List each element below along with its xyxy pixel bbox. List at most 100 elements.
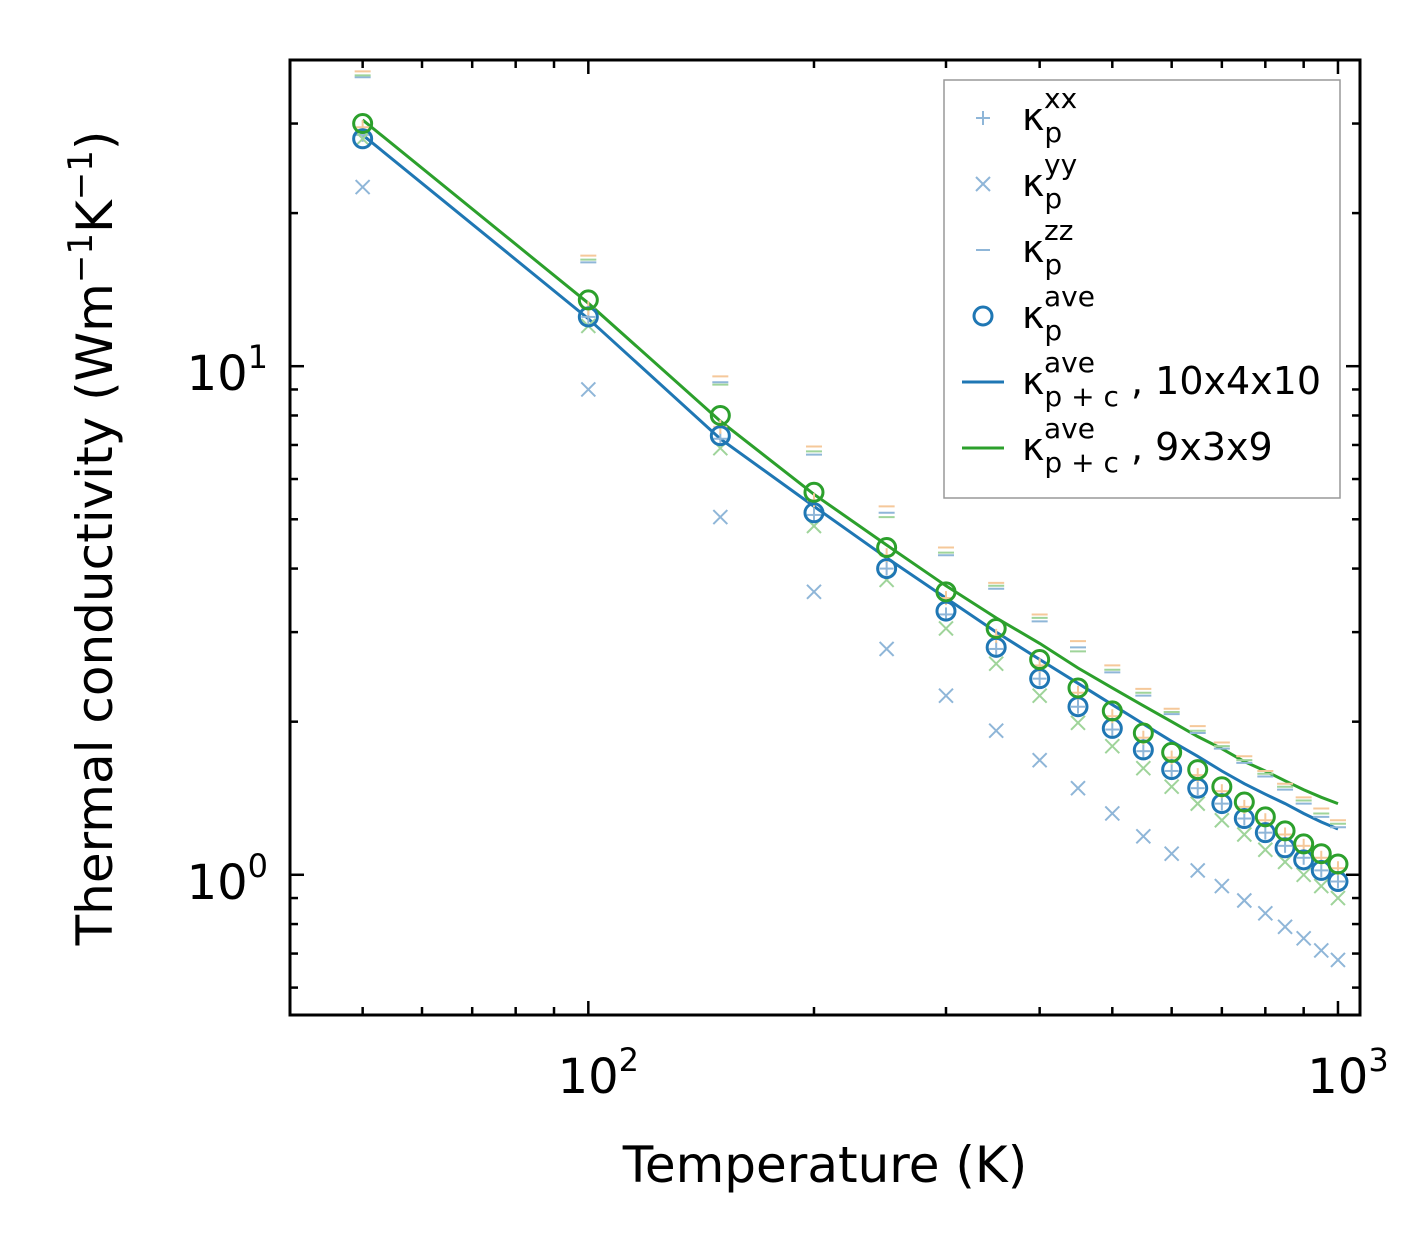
data-point: [1070, 715, 1086, 731]
y-axis-label-sup1: −1: [61, 233, 101, 283]
data-point: [580, 381, 597, 398]
y-axis-label-prefix: Thermal conductivity (Wm: [66, 283, 124, 946]
data-point: [1214, 796, 1229, 811]
series-kp_zz_9x3x9: [354, 70, 1346, 822]
data-point: [1164, 763, 1179, 778]
data-point: [876, 558, 898, 580]
legend-label: κp + cave, 10x4x10: [1022, 346, 1321, 413]
series-kp_yy_10x4x10: [354, 179, 1346, 968]
data-point: [1135, 760, 1152, 776]
data-point: [1330, 890, 1346, 906]
x-axis-label: Temperature (K): [622, 1136, 1027, 1194]
data-point: [1031, 752, 1048, 768]
data-point: [1274, 820, 1296, 842]
data-point: [1104, 805, 1121, 822]
data-point: [1104, 738, 1121, 754]
data-point: [1211, 776, 1233, 798]
legend-label: κpxx: [1022, 82, 1077, 149]
data-point: [1314, 863, 1329, 878]
data-point: [1101, 700, 1123, 722]
series-line: [361, 133, 1339, 831]
data-point: [1071, 699, 1086, 714]
series-kp_zz_10x4x10: [354, 76, 1346, 829]
data-point: [577, 289, 599, 311]
data-point: [806, 584, 822, 600]
data-point: [985, 617, 1007, 639]
data-point: [1254, 806, 1276, 828]
data-point: [1132, 722, 1154, 744]
data-point: [354, 131, 371, 147]
data-point: [1136, 744, 1151, 759]
data-point: [989, 641, 1004, 656]
data-point: [1236, 892, 1253, 909]
data-point: [1257, 842, 1274, 858]
data-point: [1277, 854, 1293, 870]
data-point: [1029, 649, 1051, 671]
data-point: [1277, 919, 1293, 935]
y-tick-label: 101: [187, 338, 268, 402]
data-point: [712, 509, 729, 525]
data-point: [1187, 759, 1209, 781]
legend-entry: κp + cave, 10x4x10: [962, 346, 1321, 413]
data-point: [1258, 825, 1273, 840]
data-point: [1163, 846, 1180, 862]
legend-label: κpave: [1022, 280, 1095, 347]
data-point: [879, 561, 894, 576]
data-point: [1257, 905, 1274, 921]
y-axis-label: Thermal conductivity (Wm−1K−1): [61, 131, 124, 947]
legend-label: κpyy: [1022, 148, 1077, 215]
y-axis-label-sup2: −1: [61, 150, 101, 200]
y-axis-label-suffix: ): [66, 131, 124, 151]
data-point: [1233, 791, 1255, 813]
data-point: [352, 113, 374, 135]
data-point: [1214, 812, 1230, 828]
y-tick-label: 100: [187, 847, 268, 911]
legend-entry: κpzz: [976, 214, 1073, 281]
data-point: [354, 179, 371, 195]
legend-box: [943, 79, 1341, 499]
data-point: [935, 581, 957, 603]
x-tick-label: 102: [558, 1041, 639, 1105]
legend-marker-swatch: [976, 111, 990, 125]
data-point: [352, 128, 374, 150]
tick-labels: 102 103 100 101: [187, 338, 1389, 1105]
legend-label: κp + cave, 9x3x9: [1022, 412, 1273, 479]
data-point: [1254, 822, 1276, 844]
x-tick-label: 103: [1307, 1041, 1388, 1105]
data-point: [988, 656, 1004, 672]
data-point: [1237, 811, 1252, 826]
data-point: [1295, 867, 1312, 883]
data-point: [1031, 687, 1048, 704]
data-point: [1161, 741, 1183, 763]
data-point: [1135, 828, 1152, 845]
series-kp_zz_9x3x9_green: [354, 74, 1346, 825]
y-axis-label-mid: K: [66, 199, 124, 233]
data-point: [1190, 795, 1206, 812]
data-point: [1293, 849, 1315, 871]
data-point: [878, 641, 895, 657]
legend-entry: κpyy: [975, 148, 1077, 215]
data-point: [1313, 942, 1329, 959]
plot-area: [352, 70, 1349, 968]
data-point: [1032, 671, 1047, 686]
data-point: [803, 502, 825, 524]
data-point: [1233, 808, 1255, 830]
data-point: [876, 537, 898, 559]
data-point: [1330, 952, 1346, 968]
series-line: [361, 118, 1339, 806]
legend-marker-swatch: [975, 176, 991, 192]
plot-frame: [288, 58, 1362, 1017]
data-point: [1214, 878, 1230, 894]
legend-marker-swatch: [972, 305, 994, 327]
data-point: [709, 404, 731, 426]
legend-entry: κpave: [972, 280, 1095, 347]
data-point: [1163, 778, 1180, 795]
data-point: [1236, 826, 1253, 843]
data-point: [938, 687, 954, 704]
data-point: [803, 481, 825, 503]
data-point: [1327, 853, 1349, 875]
data-point: [1310, 843, 1332, 865]
data-point: [1190, 862, 1206, 879]
